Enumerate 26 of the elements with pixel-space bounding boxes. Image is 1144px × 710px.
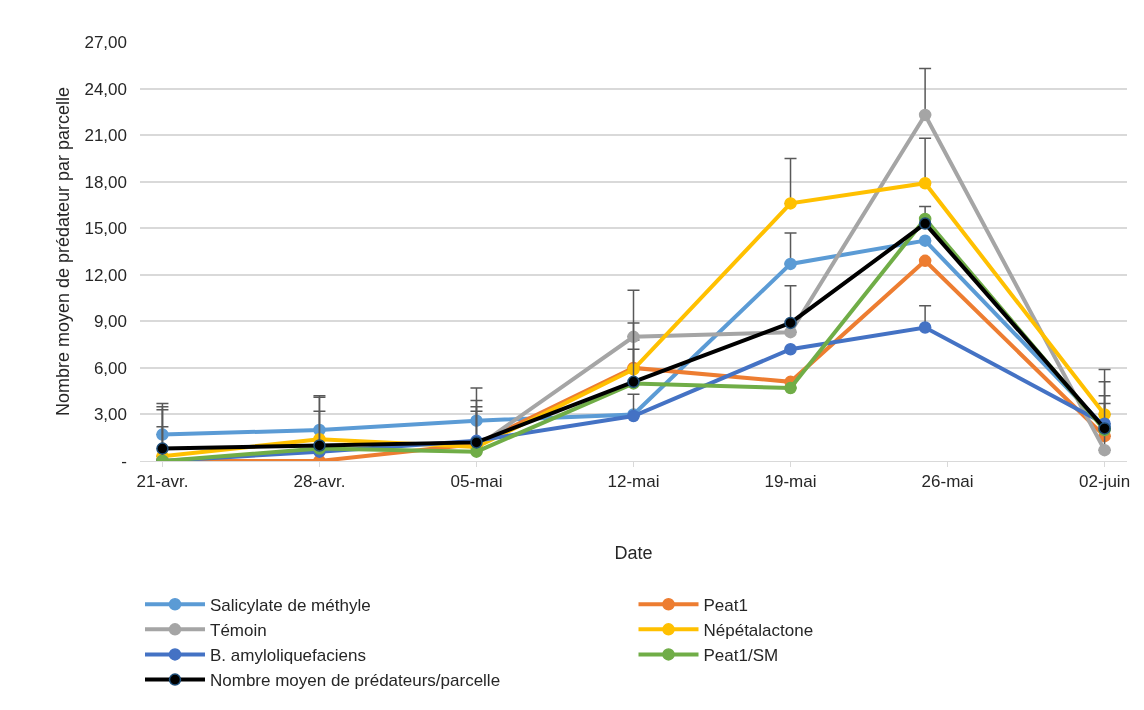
x-tick-label: 28-avr. <box>293 472 346 492</box>
y-tick-label: - <box>121 451 127 471</box>
x-axis-title: Date <box>614 542 653 563</box>
legend-label: Nombre moyen de prédateurs/parcelle <box>210 671 501 691</box>
legend-label: Salicylate de méthyle <box>210 595 371 615</box>
legend-label: Népétalactone <box>703 620 814 640</box>
y-tick-label: 24,00 <box>84 79 127 99</box>
x-tick-label: 26-mai <box>921 472 974 492</box>
x-tick-label: 12-mai <box>607 472 660 492</box>
y-tick-label: 9,00 <box>93 312 127 332</box>
legend-label: Peat1/SM <box>703 646 779 666</box>
y-axis-title: Nombre moyen de prédateur par parcelle <box>52 86 73 417</box>
legend-label: B. amyloliquefaciens <box>210 646 366 666</box>
y-tick-label: 21,00 <box>84 126 127 146</box>
y-tick-label: 12,00 <box>84 265 127 285</box>
y-tick-label: 18,00 <box>84 172 127 192</box>
y-tick-label: 15,00 <box>84 219 127 239</box>
y-tick-label: 3,00 <box>93 405 127 425</box>
x-tick-label: 19-mai <box>764 472 817 492</box>
y-tick-label: 27,00 <box>84 32 127 52</box>
legend-label: Peat1 <box>703 595 748 615</box>
x-tick-label: 21-avr. <box>136 472 189 492</box>
legend-label: Témoin <box>210 620 267 640</box>
y-tick-label: 6,00 <box>93 358 127 378</box>
x-tick-label: 02-juin <box>1079 472 1131 492</box>
x-tick-label: 05-mai <box>450 472 503 492</box>
